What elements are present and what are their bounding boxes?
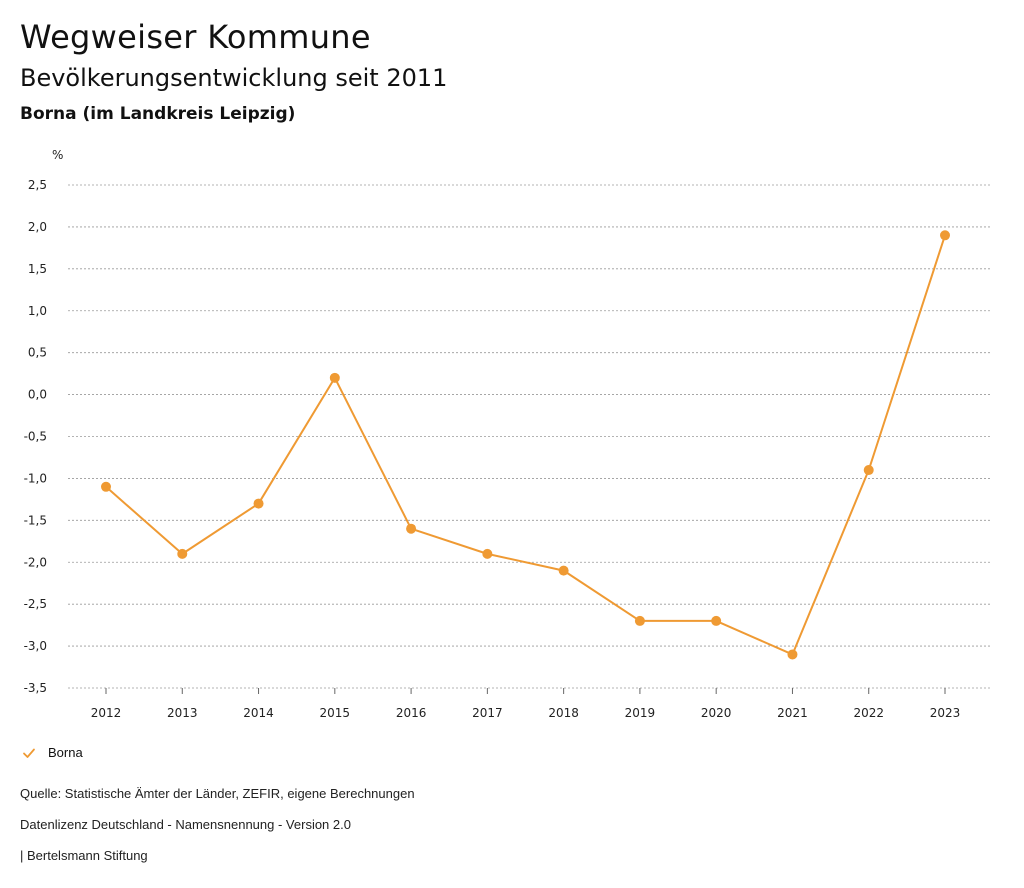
x-tick-label: 2020 — [701, 706, 732, 720]
y-tick-label: 2,0 — [28, 220, 47, 234]
x-tick-label: 2017 — [472, 706, 503, 720]
data-point — [101, 481, 111, 492]
x-tick-label: 2016 — [396, 706, 427, 720]
data-point — [406, 523, 417, 534]
y-tick-label: -1,0 — [24, 471, 47, 485]
y-tick-label: -3,0 — [24, 639, 47, 653]
y-tick-label: 1,0 — [28, 304, 47, 318]
data-point — [558, 565, 569, 576]
data-point — [177, 548, 188, 559]
y-tick-label: -3,5 — [24, 681, 47, 695]
data-point — [711, 615, 722, 626]
checkmark-icon — [23, 748, 35, 758]
y-axis-ticks: 2,5 2,0 1,5 1,0 0,5 0,0 -0,5 -1,0 -1,5 -2,0 -2,5 -3… — [24, 178, 47, 695]
x-axis-ticks: 2012 2013 2014 2015 2016 2017 2018 2019 2020 2021… — [91, 688, 961, 720]
x-tick-label: 2013 — [167, 706, 198, 720]
y-tick-label: -1,5 — [24, 513, 47, 527]
publisher-note: | Bertelsmann Stiftung — [20, 848, 148, 863]
source-note: Quelle: Statistische Ämter der Länder, Z… — [20, 786, 415, 801]
y-tick-label: -2,5 — [24, 597, 47, 611]
license-note: Datenlizenz Deutschland - Namensnennung … — [20, 817, 351, 832]
grid-lines — [68, 184, 990, 689]
y-tick-label: 0,0 — [28, 388, 47, 402]
legend-label-borna: Borna — [48, 745, 83, 760]
y-tick-label: -0,5 — [24, 430, 47, 444]
data-point — [787, 649, 798, 660]
data-point — [940, 230, 950, 241]
chart-title: Bevölkerungsentwicklung seit 2011 — [20, 64, 448, 92]
region-name: Borna (im Landkreis Leipzig) — [20, 104, 296, 124]
series-line — [105, 234, 946, 656]
y-tick-label: 2,5 — [28, 178, 47, 192]
data-point — [634, 615, 645, 626]
y-tick-label: 1,5 — [28, 262, 47, 276]
y-axis-unit: % — [52, 148, 63, 162]
x-tick-label: 2021 — [777, 706, 808, 720]
x-tick-label: 2022 — [853, 706, 884, 720]
y-tick-label: 0,5 — [28, 346, 47, 360]
data-point — [482, 548, 493, 559]
x-tick-label: 2015 — [320, 706, 351, 720]
x-tick-label: 2023 — [930, 706, 961, 720]
legend[interactable]: Borna — [22, 745, 83, 760]
line-chart: 2,5 2,0 1,5 1,0 0,5 0,0 -0,5 -1,0 -1,5 -2,0 -2,5 -3… — [24, 148, 990, 720]
data-point — [253, 498, 264, 509]
x-tick-label: 2018 — [548, 706, 579, 720]
series-borna — [101, 230, 950, 660]
x-tick-label: 2014 — [243, 706, 274, 720]
y-tick-label: -2,0 — [24, 555, 47, 569]
brand-title: Wegweiser Kommune — [20, 18, 371, 56]
x-tick-label: 2012 — [91, 706, 122, 720]
data-point — [329, 372, 340, 383]
data-point — [863, 465, 874, 476]
x-tick-label: 2019 — [625, 706, 656, 720]
